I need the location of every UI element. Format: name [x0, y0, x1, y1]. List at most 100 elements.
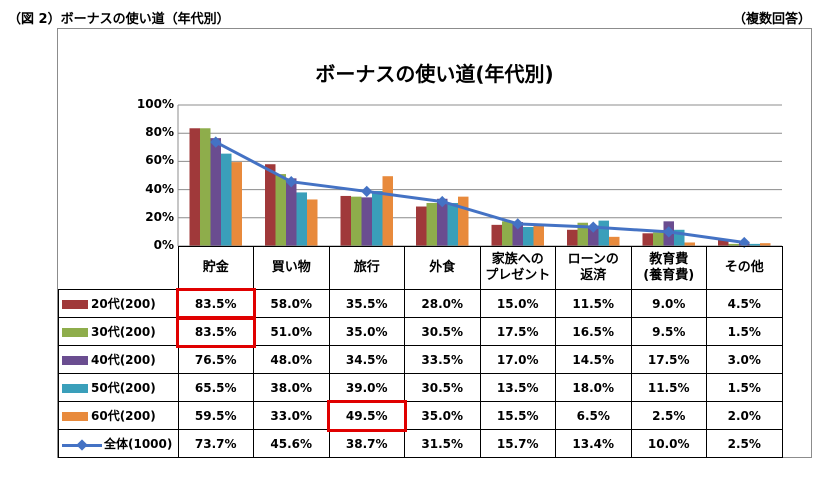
y-tick-label: 40%: [145, 181, 174, 196]
table-corner: [58, 246, 179, 290]
table-cell: 2.5%: [706, 429, 783, 458]
table-cell: 48.0%: [253, 345, 330, 374]
y-tick-label: 60%: [145, 153, 174, 168]
line-point-marker: [738, 236, 750, 249]
table-header-row: 貯金 買い物 旅行 外食 家族への プレゼント ローンの 返済 教育費 (養育費) その他: [58, 246, 783, 290]
table-cell: 1.5%: [706, 373, 783, 402]
multiple-answer-note: （複数回答）: [732, 12, 811, 27]
table-cell: 10.0%: [630, 429, 707, 458]
table-row: 50代(200) 65.5% 38.0% 39.0% 30.5% 13.5% 18.0% 11…: [58, 373, 783, 402]
table-row: 全体(1000) 73.7% 45.6% 38.7% 31.5% 15.7% 13.4% 10…: [58, 429, 783, 458]
overall-line: [215, 140, 745, 244]
table-cell: 31.5%: [404, 429, 481, 458]
table-row: 20代(200) 83.5% 58.0% 35.5% 28.0% 15.0% 11.5% 9.…: [58, 289, 783, 318]
table-row: 30代(200) 83.5% 51.0% 35.0% 30.5% 17.5% 16.5% 9.…: [58, 317, 783, 346]
table-cell: 65.5%: [177, 373, 254, 402]
legend-swatch-icon: [62, 356, 88, 365]
table-cell: 15.7%: [479, 429, 556, 458]
table-cell: 39.0%: [328, 373, 405, 402]
category-label: 旅行: [328, 246, 405, 290]
series-name: 40代(200): [91, 353, 156, 367]
table-cell: 13.4%: [555, 429, 632, 458]
table-cell: 33.0%: [253, 401, 330, 430]
table-cell: 14.5%: [555, 345, 632, 374]
series-legend-label: 20代(200): [58, 289, 179, 318]
table-cell: 17.5%: [630, 345, 707, 374]
bar: [426, 202, 437, 246]
bar: [609, 236, 620, 246]
table-cell: 15.5%: [479, 401, 556, 430]
line-point-marker: [210, 136, 222, 148]
bar: [512, 222, 523, 246]
category-label: 貯金: [177, 246, 254, 290]
table-cell: 17.0%: [479, 345, 556, 374]
figure-caption: （図 2）ボーナスの使い道（年代別）: [8, 12, 230, 27]
bar: [491, 224, 502, 246]
bar: [523, 226, 534, 246]
category-label: 教育費 (養育費): [630, 246, 707, 290]
table-cell: 2.0%: [706, 401, 783, 430]
table-row: 40代(200) 76.5% 48.0% 34.5% 33.5% 17.0% 14.5% 17…: [58, 345, 783, 374]
bar: [749, 243, 760, 246]
table-cell: 15.0%: [479, 289, 556, 318]
y-tick-label: 20%: [145, 209, 174, 224]
bar: [372, 191, 383, 246]
table-cell: 9.5%: [630, 317, 707, 346]
series-legend-label: 全体(1000): [58, 429, 179, 458]
legend-swatch-icon: [62, 300, 88, 309]
bar: [598, 220, 609, 246]
table-cell: 38.0%: [253, 373, 330, 402]
table-cell: 6.5%: [555, 401, 632, 430]
table-cell: 35.0%: [404, 401, 481, 430]
bar: [684, 242, 695, 246]
table-cell: 30.5%: [404, 373, 481, 402]
bar: [307, 199, 318, 246]
line-point-marker: [361, 185, 373, 198]
table-cell: 45.6%: [253, 429, 330, 458]
line-point-marker: [285, 176, 297, 188]
table-cell: 35.0%: [328, 317, 405, 346]
legend-swatch-icon: [62, 412, 88, 421]
table-cell: 9.0%: [630, 289, 707, 318]
legend-swatch-icon: [62, 328, 88, 337]
bar: [286, 178, 297, 246]
category-label: その他: [706, 246, 783, 290]
category-label: ローンの 返済: [555, 246, 632, 290]
category-label: 買い物: [253, 246, 330, 290]
line-point-marker: [512, 218, 524, 230]
highlight-box: [327, 399, 407, 432]
table-cell: 17.5%: [479, 317, 556, 346]
series-legend-label: 60代(200): [58, 401, 179, 430]
bar: [416, 206, 427, 246]
line-point-marker: [436, 195, 448, 208]
bar: [447, 202, 458, 246]
table-cell: 13.5%: [479, 373, 556, 402]
series-name: 全体(1000): [104, 437, 173, 451]
bar: [296, 192, 307, 246]
table-cell: 33.5%: [404, 345, 481, 374]
bar: [760, 243, 771, 246]
table-row: 60代(200) 59.5% 33.0% 49.5% 35.0% 15.5% 6.5% 2.5…: [58, 401, 783, 430]
table-cell: 4.5%: [706, 289, 783, 318]
bar: [718, 239, 729, 246]
category-label: 家族への プレゼント: [479, 246, 556, 290]
table-cell: 59.5%: [177, 401, 254, 430]
table-cell: 3.0%: [706, 345, 783, 374]
data-table: 貯金 買い物 旅行 外食 家族への プレゼント ローンの 返済 教育費 (養育費) その他 20…: [58, 246, 783, 458]
series-legend-label: 30代(200): [58, 317, 179, 346]
bar: [674, 229, 685, 246]
series-name: 30代(200): [91, 325, 156, 339]
table-cell: 1.5%: [706, 317, 783, 346]
series-legend-label: 50代(200): [58, 373, 179, 402]
table-cell: 35.5%: [328, 289, 405, 318]
line-point-marker: [663, 226, 675, 238]
bar: [567, 229, 578, 246]
series-name: 20代(200): [91, 297, 156, 311]
bar: [588, 225, 599, 246]
bar: [653, 232, 664, 246]
table-cell: 83.5%: [177, 289, 254, 318]
series-legend-label: 40代(200): [58, 345, 179, 374]
table-cell: 11.5%: [555, 289, 632, 318]
line-point-marker: [587, 221, 599, 233]
y-tick-label: 100%: [136, 97, 174, 111]
